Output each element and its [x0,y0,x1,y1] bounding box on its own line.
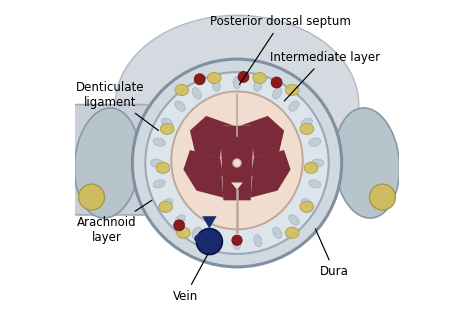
Ellipse shape [254,235,262,247]
Text: Vein: Vein [173,254,208,303]
Ellipse shape [253,72,266,83]
Ellipse shape [212,235,220,247]
Ellipse shape [150,159,163,167]
Text: Posterior dorsal septum: Posterior dorsal septum [210,15,351,84]
Polygon shape [240,150,291,200]
Circle shape [238,71,249,82]
Ellipse shape [304,162,318,173]
Ellipse shape [301,118,312,127]
Ellipse shape [177,227,190,238]
Circle shape [194,74,205,85]
Ellipse shape [162,199,173,208]
Text: Intermediate layer: Intermediate layer [270,51,380,101]
Ellipse shape [309,138,321,146]
Ellipse shape [171,91,303,230]
Circle shape [232,235,242,245]
Ellipse shape [74,108,140,218]
Polygon shape [190,116,234,158]
Circle shape [271,77,282,88]
Ellipse shape [273,88,282,99]
Polygon shape [220,126,254,200]
Text: Dura: Dura [315,229,349,278]
Circle shape [369,184,395,210]
Ellipse shape [301,199,312,208]
Ellipse shape [289,101,299,111]
Ellipse shape [192,88,201,99]
Polygon shape [202,216,217,229]
Polygon shape [190,152,223,176]
Ellipse shape [285,227,299,238]
Ellipse shape [115,15,359,194]
Ellipse shape [192,227,201,238]
Circle shape [233,159,241,167]
Polygon shape [251,152,284,176]
Ellipse shape [289,215,299,225]
Ellipse shape [153,180,165,188]
Ellipse shape [194,234,204,242]
Ellipse shape [300,201,314,212]
Ellipse shape [175,84,189,96]
Ellipse shape [309,180,321,188]
Ellipse shape [285,84,299,96]
Circle shape [196,229,222,255]
Ellipse shape [300,124,314,134]
Ellipse shape [159,201,173,212]
Circle shape [173,220,185,231]
Ellipse shape [212,79,220,91]
FancyBboxPatch shape [65,105,156,215]
Ellipse shape [254,79,262,91]
Ellipse shape [132,59,342,267]
Ellipse shape [334,108,400,218]
Circle shape [79,184,105,210]
Ellipse shape [156,162,170,173]
Text: Denticulate
ligament: Denticulate ligament [76,81,158,130]
Ellipse shape [160,124,174,134]
Ellipse shape [208,72,221,83]
Text: Arachnoid
layer: Arachnoid layer [77,200,152,244]
Ellipse shape [273,227,282,238]
Ellipse shape [175,215,185,225]
Polygon shape [231,183,243,190]
Ellipse shape [233,76,241,89]
Ellipse shape [233,237,241,250]
Polygon shape [240,116,284,158]
Ellipse shape [175,101,185,111]
Ellipse shape [162,118,173,127]
Circle shape [289,148,301,159]
Polygon shape [183,150,234,200]
Ellipse shape [311,159,324,167]
Ellipse shape [146,72,328,254]
Ellipse shape [153,138,165,146]
